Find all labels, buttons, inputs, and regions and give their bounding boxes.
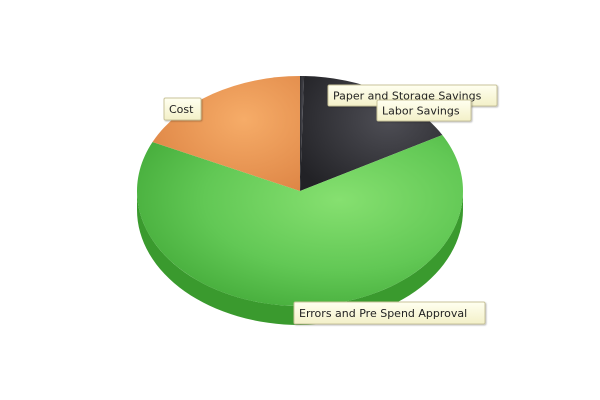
pie-slice-0[interactable] <box>300 76 305 191</box>
data-label-2: Errors and Pre Spend Approval <box>293 301 486 325</box>
data-label-box-3 <box>163 97 202 121</box>
pie-slice-2[interactable] <box>137 134 463 306</box>
data-label-box-2 <box>293 301 486 325</box>
pie-slice-side-2 <box>137 191 463 325</box>
data-label-3: Cost <box>163 97 202 121</box>
pie-slices <box>137 76 463 325</box>
data-label-text-2: Errors and Pre Spend Approval <box>299 307 467 320</box>
data-label-box-1 <box>376 99 472 122</box>
pie-data-labels: Paper and Storage Savings Labor Savings Er… <box>163 84 498 325</box>
data-label-text-0: Paper and Storage Savings <box>333 90 482 103</box>
data-label-text-1: Labor Savings <box>382 105 460 118</box>
pie-slice-3[interactable] <box>152 76 300 191</box>
data-label-1: Labor Savings <box>376 99 472 122</box>
data-label-text-3: Cost <box>169 103 194 116</box>
